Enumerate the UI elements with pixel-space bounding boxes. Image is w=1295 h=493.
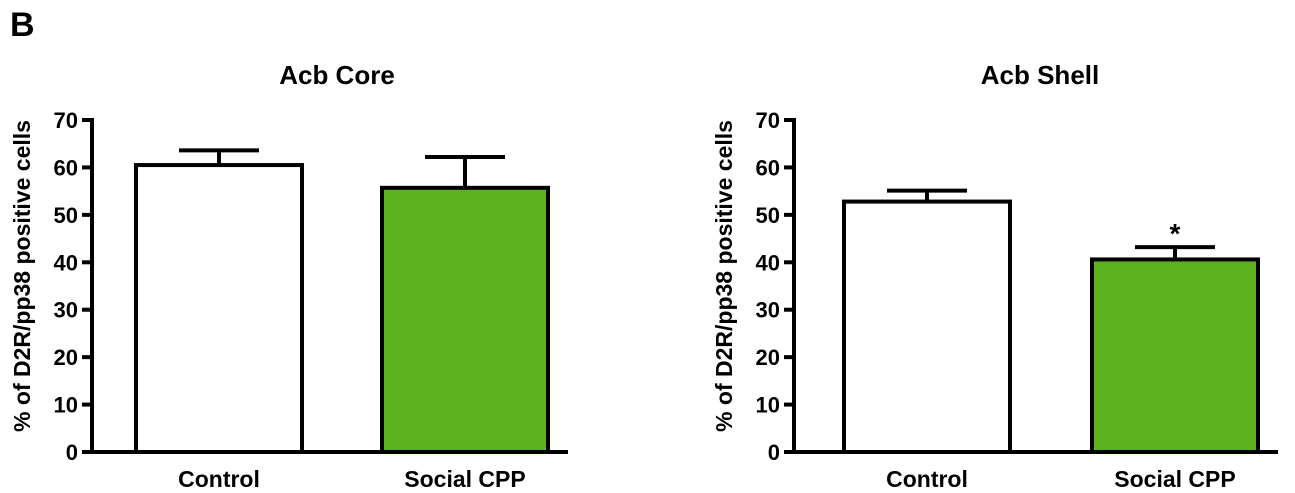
y-tick-label: 50 xyxy=(756,203,780,228)
chart-title: Acb Core xyxy=(279,60,395,90)
y-tick-label: 10 xyxy=(756,393,780,418)
y-tick-label: 20 xyxy=(756,345,780,370)
x-tick-label: Social CPP xyxy=(1114,466,1235,492)
y-tick-label: 0 xyxy=(768,440,780,465)
significance-marker: * xyxy=(1170,218,1181,249)
y-tick-label: 40 xyxy=(756,250,780,275)
y-tick-label: 50 xyxy=(54,203,78,228)
y-tick-label: 40 xyxy=(54,250,78,275)
x-tick-label: Control xyxy=(178,466,260,492)
y-tick-label: 30 xyxy=(756,298,780,323)
chart-1: Acb Core % of D2R/pp38 positive cells Cont… xyxy=(9,60,568,492)
bar-social-cpp xyxy=(1090,257,1260,454)
y-tick-label: 20 xyxy=(54,345,78,370)
y-tick-label: 10 xyxy=(54,393,78,418)
x-tick-label: Social CPP xyxy=(404,466,525,492)
panel-label: B xyxy=(10,6,35,44)
chart-title: Acb Shell xyxy=(981,60,1099,90)
y-tick-label: 70 xyxy=(54,108,78,133)
bar-control xyxy=(842,199,1012,454)
y-tick-label: 70 xyxy=(756,108,780,133)
bar-control xyxy=(134,163,304,455)
y-tick-label: 60 xyxy=(756,155,780,180)
bar-social-cpp xyxy=(380,185,550,455)
y-axis-label: % of D2R/pp38 positive cells xyxy=(711,120,737,432)
chart-2: Acb Shell % of D2R/pp38 positive cells Con… xyxy=(711,60,1278,492)
y-tick-label: 0 xyxy=(66,440,78,465)
x-tick-label: Control xyxy=(886,466,968,492)
y-tick-label: 60 xyxy=(54,155,78,180)
y-tick-label: 30 xyxy=(54,298,78,323)
y-axis-label: % of D2R/pp38 positive cells xyxy=(9,120,35,432)
